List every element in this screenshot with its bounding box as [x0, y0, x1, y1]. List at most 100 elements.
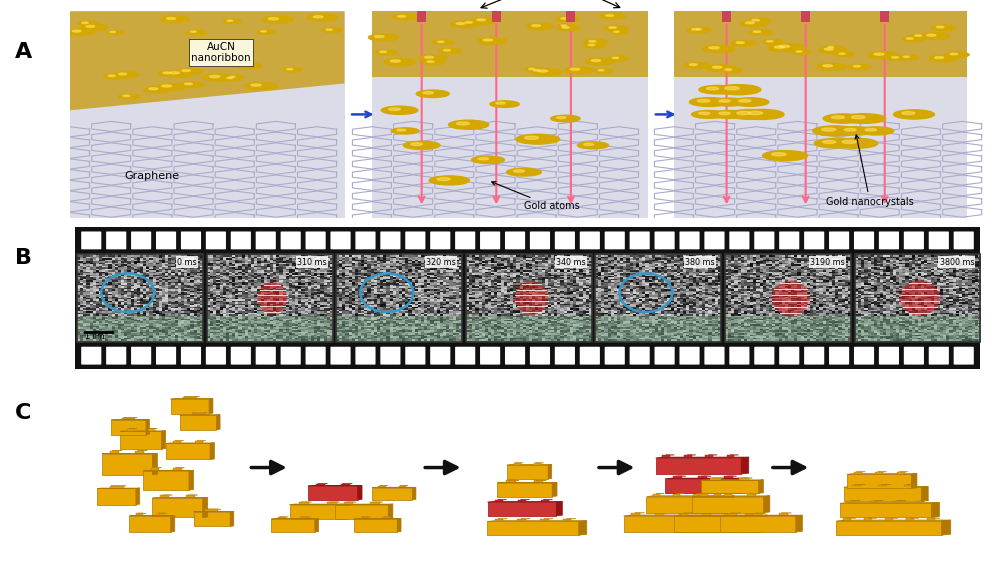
Circle shape [182, 69, 190, 72]
FancyBboxPatch shape [605, 347, 625, 364]
Circle shape [731, 98, 769, 106]
Circle shape [177, 68, 203, 75]
Ellipse shape [258, 282, 287, 314]
Polygon shape [673, 494, 680, 496]
FancyBboxPatch shape [879, 232, 899, 249]
Circle shape [403, 141, 440, 150]
Polygon shape [271, 519, 315, 532]
Circle shape [368, 34, 398, 41]
FancyBboxPatch shape [829, 232, 849, 249]
Circle shape [699, 85, 737, 94]
Circle shape [689, 98, 729, 106]
Circle shape [427, 61, 434, 62]
Circle shape [692, 111, 726, 118]
FancyBboxPatch shape [81, 347, 101, 364]
Polygon shape [844, 486, 928, 487]
Polygon shape [203, 498, 208, 518]
Circle shape [227, 77, 233, 79]
Circle shape [739, 110, 784, 119]
Polygon shape [679, 513, 687, 515]
FancyBboxPatch shape [630, 232, 650, 249]
Circle shape [817, 63, 847, 70]
Circle shape [915, 35, 922, 36]
Ellipse shape [772, 280, 809, 316]
Polygon shape [720, 516, 796, 532]
Circle shape [773, 44, 805, 51]
Polygon shape [120, 431, 162, 449]
Circle shape [234, 64, 239, 65]
Circle shape [307, 14, 337, 21]
Polygon shape [327, 502, 337, 504]
Ellipse shape [123, 417, 137, 418]
Polygon shape [335, 505, 388, 519]
Circle shape [851, 116, 865, 119]
Polygon shape [344, 502, 353, 504]
Circle shape [936, 26, 944, 28]
Circle shape [748, 111, 763, 115]
Polygon shape [70, 11, 344, 110]
Polygon shape [741, 478, 748, 493]
Polygon shape [728, 513, 737, 515]
Circle shape [709, 47, 719, 49]
Circle shape [689, 64, 697, 66]
Circle shape [609, 27, 616, 28]
FancyBboxPatch shape [306, 347, 326, 364]
Polygon shape [885, 518, 893, 520]
Bar [725, 254, 851, 342]
Circle shape [699, 112, 710, 115]
Circle shape [398, 15, 406, 17]
Circle shape [380, 51, 387, 53]
Circle shape [585, 58, 615, 65]
Circle shape [604, 25, 628, 31]
Circle shape [562, 27, 569, 28]
FancyBboxPatch shape [580, 232, 600, 249]
FancyBboxPatch shape [904, 232, 924, 249]
Circle shape [737, 111, 751, 115]
Polygon shape [893, 501, 901, 502]
Polygon shape [162, 431, 166, 449]
Circle shape [416, 90, 449, 98]
Circle shape [719, 112, 730, 115]
FancyBboxPatch shape [655, 347, 675, 364]
Circle shape [114, 72, 139, 77]
Circle shape [561, 18, 568, 19]
Polygon shape [548, 465, 552, 479]
Circle shape [268, 18, 278, 20]
Circle shape [792, 50, 811, 54]
Circle shape [236, 63, 261, 69]
Circle shape [906, 38, 913, 40]
FancyBboxPatch shape [330, 232, 351, 249]
Polygon shape [152, 453, 157, 475]
Bar [466, 316, 592, 342]
Ellipse shape [184, 396, 199, 397]
Circle shape [725, 86, 739, 90]
Polygon shape [674, 515, 767, 516]
Circle shape [558, 24, 575, 28]
FancyBboxPatch shape [729, 232, 749, 249]
Bar [372, 11, 648, 218]
Circle shape [456, 23, 465, 24]
Ellipse shape [535, 480, 546, 481]
Circle shape [526, 24, 553, 29]
Polygon shape [346, 504, 350, 519]
Circle shape [561, 25, 566, 26]
Polygon shape [487, 521, 579, 535]
Ellipse shape [193, 412, 207, 413]
FancyBboxPatch shape [131, 347, 151, 364]
Circle shape [532, 68, 562, 75]
FancyBboxPatch shape [754, 232, 774, 249]
Circle shape [831, 116, 845, 119]
Ellipse shape [881, 484, 891, 485]
Circle shape [684, 63, 709, 68]
Polygon shape [308, 486, 358, 500]
Polygon shape [290, 505, 346, 519]
FancyBboxPatch shape [605, 232, 625, 249]
Polygon shape [230, 511, 234, 527]
Circle shape [589, 41, 596, 42]
Circle shape [570, 68, 580, 70]
FancyBboxPatch shape [206, 347, 226, 364]
Polygon shape [186, 495, 195, 497]
Circle shape [892, 56, 898, 58]
Polygon shape [692, 497, 764, 512]
Circle shape [433, 40, 454, 45]
